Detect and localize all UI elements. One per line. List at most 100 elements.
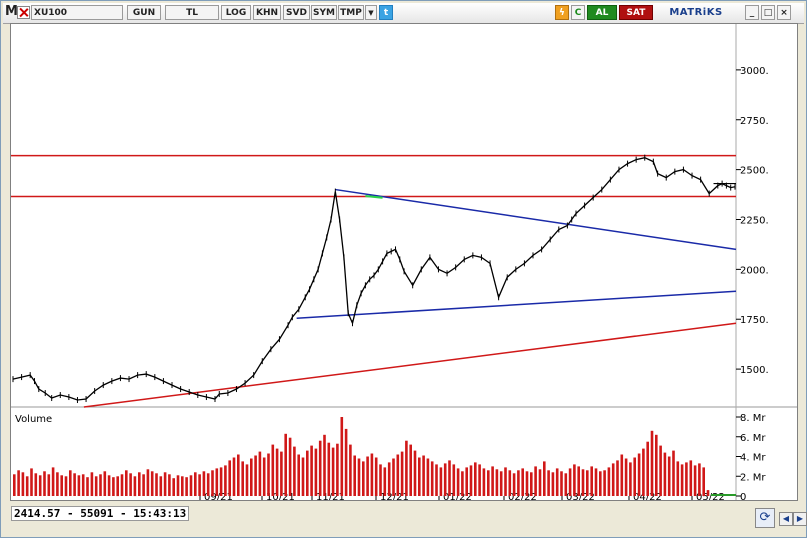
volume-bar <box>517 470 520 496</box>
volume-bar <box>310 445 313 496</box>
volume-bar <box>594 468 598 496</box>
volume-bar <box>465 467 468 496</box>
volume-bar <box>685 462 688 496</box>
status-bar: 2414.57 - 55091 - 15:43:13 ⟳ ◀ ▶ <box>3 504 807 537</box>
close-icon[interactable]: × <box>777 5 791 20</box>
nav-right-icon[interactable]: ▶ <box>793 512 807 526</box>
price-tick-label: 2500. <box>740 166 769 177</box>
trendline-lower[interactable] <box>296 290 737 319</box>
maximize-icon[interactable]: □ <box>761 5 775 20</box>
x-tick-label: 11/21 <box>316 492 345 500</box>
volume-bar <box>168 474 171 496</box>
volume-bar <box>413 450 417 496</box>
buy-button[interactable]: AL <box>587 5 617 20</box>
volume-bar <box>81 474 85 496</box>
volume-bar <box>262 457 266 496</box>
volume-bar <box>637 453 641 496</box>
volume-bar <box>560 471 563 496</box>
nav-left-icon[interactable]: ◀ <box>779 512 793 526</box>
volume-bar <box>590 466 593 496</box>
volume-bar <box>680 464 684 496</box>
volume-bar <box>86 477 89 496</box>
volume-bar <box>275 448 279 496</box>
dropdown-icon[interactable]: ▼ <box>365 5 377 20</box>
bolt-icon[interactable]: ϟ <box>555 5 569 20</box>
volume-bar <box>543 461 546 496</box>
volume-bar <box>530 472 533 496</box>
close-symbol-icon[interactable] <box>17 6 30 19</box>
trendline-upper[interactable] <box>335 188 737 251</box>
volume-tick-label: 6. Mr <box>740 433 766 444</box>
volume-bar <box>487 470 490 496</box>
svd-button[interactable]: SVD <box>283 5 310 20</box>
volume-tick-label: 4. Mr <box>740 453 766 464</box>
x-tick-label: 01/22 <box>443 492 472 500</box>
currency-button[interactable]: TL <box>165 5 219 20</box>
sym-button[interactable]: SYM <box>311 5 337 20</box>
symbol-selector[interactable]: XU100 <box>31 5 123 20</box>
volume-bar <box>224 465 227 496</box>
volume-bar <box>25 476 29 497</box>
volume-bar <box>103 471 107 496</box>
volume-bar <box>241 461 244 496</box>
volume-bar <box>146 469 150 496</box>
volume-bar <box>499 471 503 496</box>
price-tick-label: 1750. <box>740 315 769 326</box>
volume-bar <box>430 461 434 496</box>
volume-bar <box>439 467 443 496</box>
volume-bar <box>43 471 46 496</box>
twitter-icon[interactable]: t <box>379 5 393 20</box>
volume-bar <box>663 452 667 496</box>
volume-bar <box>116 476 119 497</box>
volume-bar <box>60 475 63 496</box>
volume-bar <box>77 475 81 496</box>
khn-button[interactable]: KHN <box>253 5 281 20</box>
volume-bar <box>314 448 318 496</box>
volume-bar <box>17 470 20 496</box>
x-tick-label: 09/21 <box>204 492 233 500</box>
volume-bar <box>237 454 240 496</box>
volume-bar <box>706 490 710 496</box>
volume-bar <box>107 475 111 496</box>
volume-bar <box>456 468 460 496</box>
volume-bar <box>603 470 606 496</box>
volume-bar <box>374 457 378 496</box>
volume-bar <box>620 454 624 496</box>
volume-bar <box>172 478 175 496</box>
price-tick-label: 3000. <box>740 66 769 77</box>
volume-bar <box>125 470 128 496</box>
log-button[interactable]: LOG <box>221 5 251 20</box>
volume-bar <box>469 465 473 496</box>
volume-bar <box>284 433 287 496</box>
tmp-button[interactable]: TMP <box>338 5 364 20</box>
volume-bar <box>90 472 94 496</box>
price-readout: 2414.57 - 55091 - 15:43:13 <box>11 506 190 521</box>
chart-area[interactable]: Volume 3000. 2750. 2500. 2250. 2000. 1750. 150… <box>10 23 798 503</box>
sync-icon[interactable]: ⟳ <box>755 508 775 528</box>
volume-bar <box>155 473 158 496</box>
volume-bar <box>232 457 236 496</box>
volume-bar <box>245 464 249 496</box>
volume-bar <box>452 464 456 496</box>
volume-bar <box>538 469 542 496</box>
volume-bar <box>370 453 374 496</box>
volume-bar <box>34 473 38 496</box>
volume-bar <box>495 469 499 496</box>
period-button[interactable]: GUN <box>127 5 161 20</box>
chart-svg[interactable]: Volume 3000. 2750. 2500. 2250. 2000. 1750. 150… <box>11 24 797 503</box>
volume-bar <box>443 463 447 496</box>
toolbar: M XU100 GUN TL LOG KHN SVD SYM TMP ▼ t ϟ… <box>3 3 804 24</box>
crossover-marker <box>365 194 383 199</box>
volume-bar <box>698 463 701 496</box>
volume-bar <box>64 476 68 497</box>
volume-bar <box>418 457 421 496</box>
volume-bar <box>611 463 615 496</box>
volume-bar <box>357 458 361 496</box>
sell-button[interactable]: SAT <box>619 5 653 20</box>
volume-bar <box>344 428 348 496</box>
volume-bar <box>599 471 602 496</box>
volume-bar <box>629 462 632 496</box>
volume-bar <box>293 446 296 496</box>
minimize-icon[interactable]: _ <box>745 5 759 20</box>
refresh-icon[interactable]: C <box>571 5 585 20</box>
